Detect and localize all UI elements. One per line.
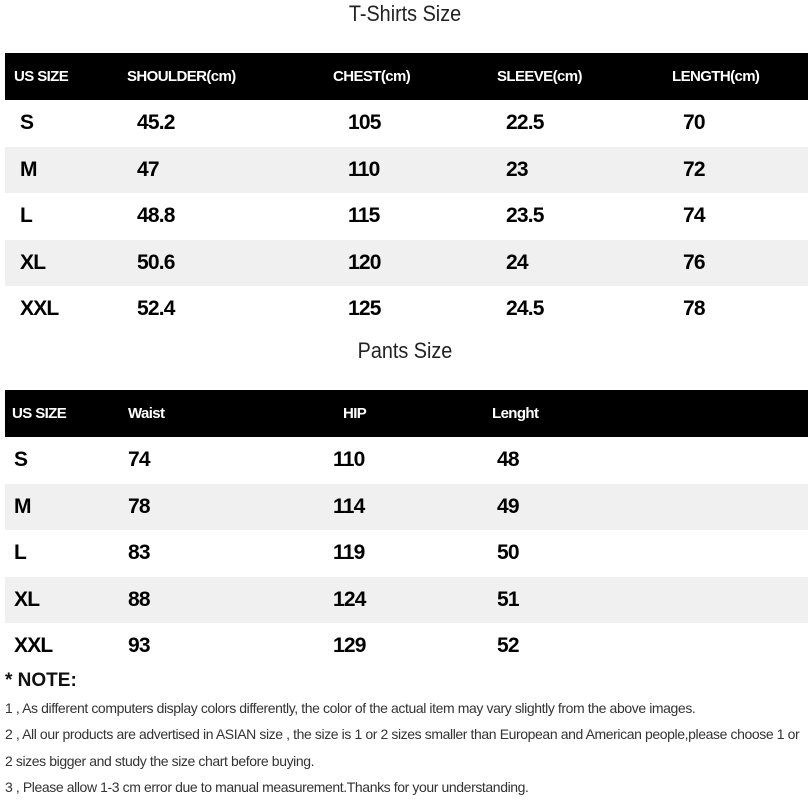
table-cell: 120 <box>348 250 381 274</box>
table-row <box>5 437 808 483</box>
table-cell: 22.5 <box>506 111 544 134</box>
header-cell: LENGTH(cm) <box>672 68 760 85</box>
table-cell: 70 <box>683 111 706 134</box>
table-cell: 93 <box>128 634 151 657</box>
note-item: 3 , Please allow 1-3 cm error due to man… <box>5 779 529 795</box>
table-title: T-Shirts Size <box>348 1 462 26</box>
header-cell: Lenght <box>492 405 539 422</box>
table-cell: 48.8 <box>137 204 175 227</box>
table-cell: 110 <box>348 157 380 181</box>
table-cell: M <box>14 494 31 518</box>
table-row <box>5 576 808 623</box>
table-row <box>5 146 808 193</box>
table-cell: 78 <box>683 297 706 320</box>
table-cell: 50.6 <box>137 250 175 274</box>
table-cell: 105 <box>348 111 381 134</box>
header-row <box>5 390 808 437</box>
table-cell: 110 <box>333 448 365 471</box>
table-cell: M <box>20 157 37 181</box>
table-cell: 78 <box>128 494 151 518</box>
header-cell: Waist <box>128 405 165 422</box>
table-cell: 24 <box>506 250 529 274</box>
header-cell: US SIZE <box>12 405 67 422</box>
table-cell: 88 <box>128 587 151 611</box>
table-row <box>5 530 808 576</box>
table-cell: XL <box>14 587 40 611</box>
header-cell: HIP <box>343 405 367 422</box>
table-cell: 119 <box>333 541 365 564</box>
table-cell: L <box>20 204 33 227</box>
table-cell: 115 <box>348 204 380 227</box>
table-cell: 52 <box>497 634 520 657</box>
header-cell: SLEEVE(cm) <box>497 68 582 85</box>
table-cell: 114 <box>333 494 365 518</box>
table-cell: 76 <box>683 250 706 274</box>
table-cell: XXL <box>20 297 59 320</box>
header-cell: US SIZE <box>14 68 69 85</box>
table-cell: 51 <box>497 587 520 611</box>
table-cell: 125 <box>348 297 381 320</box>
header-row <box>5 53 808 100</box>
table-cell: 72 <box>683 157 706 181</box>
table-cell: S <box>14 448 28 471</box>
table-cell: 52.4 <box>137 297 175 320</box>
table-cell: 50 <box>497 541 520 564</box>
table-cell: 23.5 <box>506 204 544 227</box>
table-cell: 45.2 <box>137 111 175 134</box>
table-cell: L <box>14 541 27 564</box>
header-cell: SHOULDER(cm) <box>127 68 236 85</box>
table-title: Pants Size <box>357 338 453 363</box>
table-cell: 124 <box>333 587 366 611</box>
table-cell: 74 <box>128 448 151 471</box>
table-cell: 48 <box>497 448 520 471</box>
table-cell: 23 <box>506 157 529 181</box>
table-row <box>5 483 808 530</box>
table-cell: 47 <box>137 157 160 181</box>
table-cell: 129 <box>333 634 366 657</box>
note-item: 1 , As different computers display color… <box>5 700 696 716</box>
note-item: 2 , All our products are advertised in A… <box>5 726 800 769</box>
table-cell: 83 <box>128 541 151 564</box>
table-cell: S <box>20 111 34 134</box>
table-row <box>5 239 808 286</box>
table-row <box>5 623 808 669</box>
table-cell: 24.5 <box>506 297 544 320</box>
table-cell: 49 <box>497 494 520 518</box>
table-cell: XXL <box>14 634 53 657</box>
note-title: * NOTE: <box>5 670 77 691</box>
table-cell: 74 <box>683 204 706 227</box>
header-cell: CHEST(cm) <box>333 68 411 85</box>
table-cell: XL <box>20 250 46 274</box>
